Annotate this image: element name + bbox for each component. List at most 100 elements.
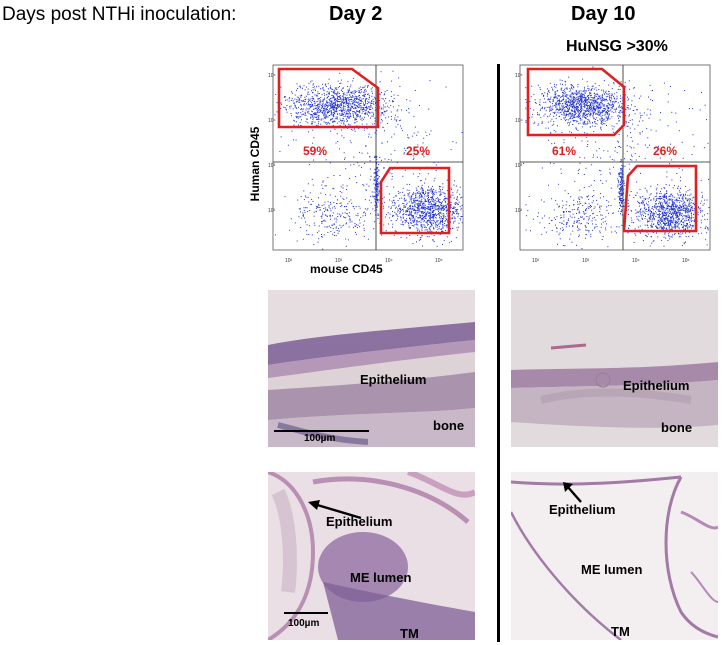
- flow-event-dot: [585, 209, 587, 211]
- flow-event-dot: [606, 209, 608, 211]
- flow-event-dot: [659, 214, 661, 215]
- flow-event-dot: [354, 97, 355, 99]
- flow-event-dot: [379, 199, 381, 201]
- flow-event-dot: [667, 125, 669, 127]
- flow-event-dot: [602, 123, 604, 125]
- flow-event-dot: [348, 116, 350, 118]
- flow-event-dot: [601, 110, 603, 112]
- flow-event-dot: [326, 123, 328, 125]
- flow-event-dot: [291, 130, 293, 132]
- flow-event-dot: [320, 111, 322, 113]
- flow-event-dot: [453, 213, 455, 214]
- flow-event-dot: [440, 202, 442, 203]
- flow-event-dot: [607, 112, 608, 113]
- flow-event-dot: [607, 102, 609, 104]
- flow-event-dot: [347, 107, 349, 109]
- flow-event-dot: [456, 203, 458, 205]
- flow-event-dot: [354, 117, 356, 119]
- flow-event-dot: [664, 195, 666, 197]
- flow-event-dot: [627, 206, 629, 207]
- flow-event-dot: [363, 91, 365, 93]
- flow-event-dot: [311, 106, 313, 108]
- flow-event-dot: [342, 87, 344, 89]
- flow-event-dot: [435, 205, 437, 206]
- flow-event-dot: [682, 202, 684, 204]
- flow-event-dot: [343, 199, 345, 200]
- flow-event-dot: [658, 198, 660, 200]
- flow-event-dot: [326, 226, 328, 228]
- flow-event-dot: [321, 215, 323, 217]
- flow-event-dot: [670, 216, 672, 218]
- flow-event-dot: [599, 103, 600, 105]
- flow-event-dot: [397, 215, 399, 217]
- flow-event-dot: [673, 202, 675, 204]
- flow-event-dot: [646, 224, 648, 226]
- flow-event-dot: [397, 200, 399, 202]
- flow-event-dot: [403, 210, 404, 212]
- flow-event-dot: [671, 195, 673, 196]
- flow-event-dot: [406, 189, 408, 191]
- flow-event-dot: [555, 87, 557, 89]
- flow-event-dot: [429, 209, 431, 211]
- flow-event-dot: [634, 228, 636, 230]
- flow-event-dot: [334, 106, 336, 108]
- flow-event-dot: [551, 124, 553, 126]
- flow-event-dot: [352, 115, 354, 117]
- flow-event-dot: [640, 232, 641, 234]
- flow-event-dot: [343, 87, 344, 89]
- flow-event-dot: [422, 210, 424, 212]
- flow-event-dot: [607, 113, 609, 115]
- flow-event-dot: [620, 101, 621, 103]
- flow-event-dot: [410, 199, 412, 201]
- flow-event-dot: [562, 211, 564, 212]
- flow-event-dot: [298, 216, 300, 218]
- flow-event-dot: [380, 122, 382, 124]
- flow-event-dot: [426, 135, 428, 137]
- flow-event-dot: [562, 107, 564, 109]
- flow-event-dot: [680, 213, 682, 215]
- flow-event-dot: [307, 211, 309, 212]
- flow-event-dot: [601, 124, 603, 125]
- column-title-day-10: Day 10: [571, 3, 636, 25]
- flow-event-dot: [401, 197, 403, 199]
- flow-event-dot: [348, 102, 350, 104]
- flow-event-dot: [357, 106, 359, 108]
- flow-event-dot: [342, 99, 344, 101]
- flow-event-dot: [365, 145, 367, 147]
- flow-event-dot: [362, 109, 363, 111]
- flow-event-dot: [665, 201, 667, 203]
- flow-event-dot: [444, 225, 446, 227]
- flow-event-dot: [559, 108, 561, 110]
- flow-event-dot: [330, 218, 331, 220]
- flow-event-dot: [442, 244, 443, 245]
- flow-event-dot: [397, 124, 399, 126]
- flow-event-dot: [568, 101, 570, 103]
- flow-event-dot: [397, 208, 399, 210]
- flow-event-dot: [376, 205, 378, 207]
- flow-event-dot: [436, 245, 438, 247]
- flow-event-dot: [650, 193, 652, 195]
- flow-event-dot: [339, 72, 341, 74]
- flow-event-dot: [408, 214, 410, 216]
- flow-event-dot: [417, 217, 419, 219]
- flow-event-dot: [302, 238, 304, 240]
- flow-event-dot: [585, 113, 587, 115]
- flow-event-dot: [429, 80, 431, 82]
- flow-event-dot: [347, 103, 349, 105]
- flow-event-dot: [543, 115, 545, 117]
- flow-event-dot: [318, 108, 320, 109]
- flow-event-dot: [582, 90, 584, 92]
- flow-event-dot: [675, 226, 677, 228]
- flow-event-dot: [325, 117, 327, 119]
- flow-event-dot: [415, 209, 417, 211]
- flow-event-dot: [573, 94, 575, 96]
- flow-event-dot: [600, 106, 602, 108]
- flow-event-dot: [304, 195, 306, 197]
- flow-event-dot: [452, 227, 454, 229]
- flow-event-dot: [380, 108, 382, 110]
- flow-event-dot: [347, 81, 349, 83]
- flow-event-dot: [552, 98, 554, 100]
- flow-event-dot: [353, 93, 355, 95]
- flow-event-dot: [314, 112, 316, 114]
- flow-event-dot: [664, 227, 666, 229]
